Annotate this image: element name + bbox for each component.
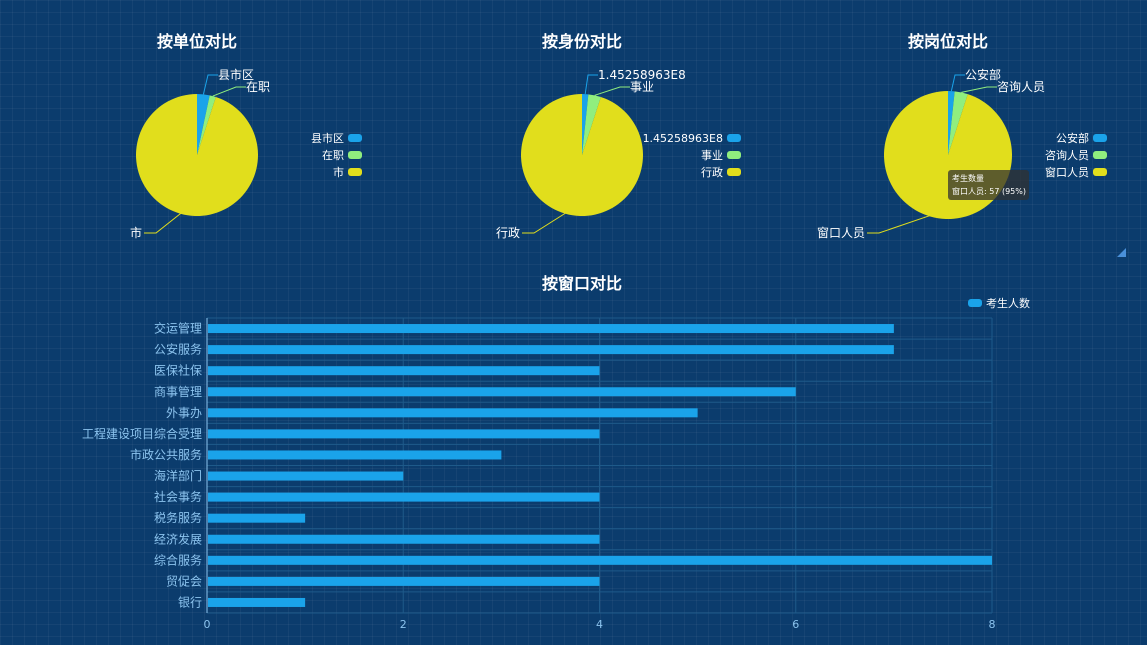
legend-label[interactable]: 窗口人员: [1045, 165, 1089, 179]
bar-title: 按窗口对比: [542, 274, 622, 293]
pie-label: 市: [130, 225, 142, 240]
pie-slice[interactable]: [582, 94, 601, 155]
pie-title: 按单位对比: [157, 32, 237, 51]
legend-label[interactable]: 公安部: [1056, 131, 1089, 145]
resize-handle-icon[interactable]: [1117, 248, 1126, 257]
pie-label-line: [950, 74, 965, 92]
bar[interactable]: [208, 555, 992, 565]
x-tick-label: 6: [792, 618, 799, 631]
bar[interactable]: [208, 429, 600, 439]
legend-swatch[interactable]: [968, 299, 982, 307]
bar[interactable]: [208, 450, 502, 460]
legend-label[interactable]: 考生人数: [986, 296, 1030, 310]
x-tick-label: 4: [596, 618, 603, 631]
legend-swatch[interactable]: [1093, 134, 1107, 142]
bar[interactable]: [208, 492, 600, 502]
legend-label[interactable]: 事业: [701, 149, 723, 162]
pie-label-line: [522, 210, 569, 234]
bar[interactable]: [208, 345, 894, 355]
y-tick-label: 银行: [178, 595, 202, 609]
bar[interactable]: [208, 471, 404, 481]
legend-swatch[interactable]: [348, 168, 362, 176]
pie-label: 窗口人员: [817, 226, 865, 240]
pie-label: 咨询人员: [997, 79, 1045, 94]
x-tick-label: 8: [989, 618, 996, 631]
legend-label[interactable]: 市: [333, 165, 344, 179]
pie-slice[interactable]: [582, 94, 589, 155]
pie-title: 按身份对比: [542, 32, 622, 51]
y-tick-label: 医保社保: [154, 363, 202, 378]
pie-label: 行政: [496, 226, 520, 240]
y-tick-label: 经济发展: [154, 531, 202, 546]
tooltip-title: 考生数量: [952, 173, 984, 183]
pie-title: 按岗位对比: [908, 32, 988, 51]
pie-label-line: [144, 210, 184, 234]
legend-label[interactable]: 1.45258963E8: [643, 132, 723, 145]
y-tick-label: 海洋部门: [154, 468, 202, 483]
y-tick-label: 工程建设项目综合受理: [82, 426, 202, 441]
legend-swatch[interactable]: [348, 151, 362, 159]
pie-label: 公安部: [965, 67, 1001, 82]
pie-label-line: [867, 213, 935, 234]
legend-label[interactable]: 咨询人员: [1045, 148, 1089, 162]
pie-label-line: [212, 86, 246, 97]
pie-label: 事业: [630, 80, 654, 94]
legend-swatch[interactable]: [348, 134, 362, 142]
y-tick-label: 综合服务: [154, 552, 202, 567]
pie-slice[interactable]: [197, 95, 216, 155]
legend-swatch[interactable]: [727, 151, 741, 159]
pie-slice[interactable]: [948, 91, 968, 155]
y-tick-label: 市政公共服务: [130, 447, 202, 462]
y-tick-label: 交运管理: [154, 321, 202, 336]
pie-slice[interactable]: [520, 94, 643, 216]
pie-label: 在职: [246, 80, 270, 94]
bar[interactable]: [208, 597, 306, 607]
x-tick-label: 2: [400, 618, 407, 631]
pie-label: 1.45258963E8: [598, 68, 686, 82]
pie-slice[interactable]: [948, 91, 955, 155]
pie-label-line: [202, 74, 218, 95]
legend-label[interactable]: 县市区: [311, 131, 344, 145]
legend-label[interactable]: 行政: [701, 165, 723, 179]
bar[interactable]: [208, 387, 796, 397]
pie-slice[interactable]: [136, 94, 258, 216]
pie-label-line: [961, 86, 997, 93]
y-tick-label: 商事管理: [154, 384, 202, 399]
bar[interactable]: [208, 408, 698, 418]
tooltip-box: [948, 170, 1029, 200]
bar[interactable]: [208, 324, 894, 334]
y-tick-label: 社会事务: [154, 489, 202, 504]
pie-label-line: [584, 74, 598, 95]
bar[interactable]: [208, 513, 306, 523]
pie-label-line: [594, 86, 630, 96]
y-tick-label: 贸促会: [166, 574, 202, 588]
legend-swatch[interactable]: [1093, 168, 1107, 176]
legend-swatch[interactable]: [727, 168, 741, 176]
bar[interactable]: [208, 576, 600, 586]
bar[interactable]: [208, 366, 600, 376]
pie-slice[interactable]: [197, 94, 210, 155]
legend-label[interactable]: 在职: [322, 149, 344, 162]
legend-swatch[interactable]: [1093, 151, 1107, 159]
x-tick-label: 0: [204, 618, 211, 631]
bar[interactable]: [208, 534, 600, 544]
y-tick-label: 税务服务: [154, 510, 202, 525]
legend-swatch[interactable]: [727, 134, 741, 142]
pie-label: 县市区: [218, 67, 254, 82]
y-tick-label: 公安服务: [154, 342, 202, 357]
y-tick-label: 外事办: [166, 405, 202, 420]
tooltip-line: 窗口人员: 57 (95%): [952, 186, 1026, 196]
